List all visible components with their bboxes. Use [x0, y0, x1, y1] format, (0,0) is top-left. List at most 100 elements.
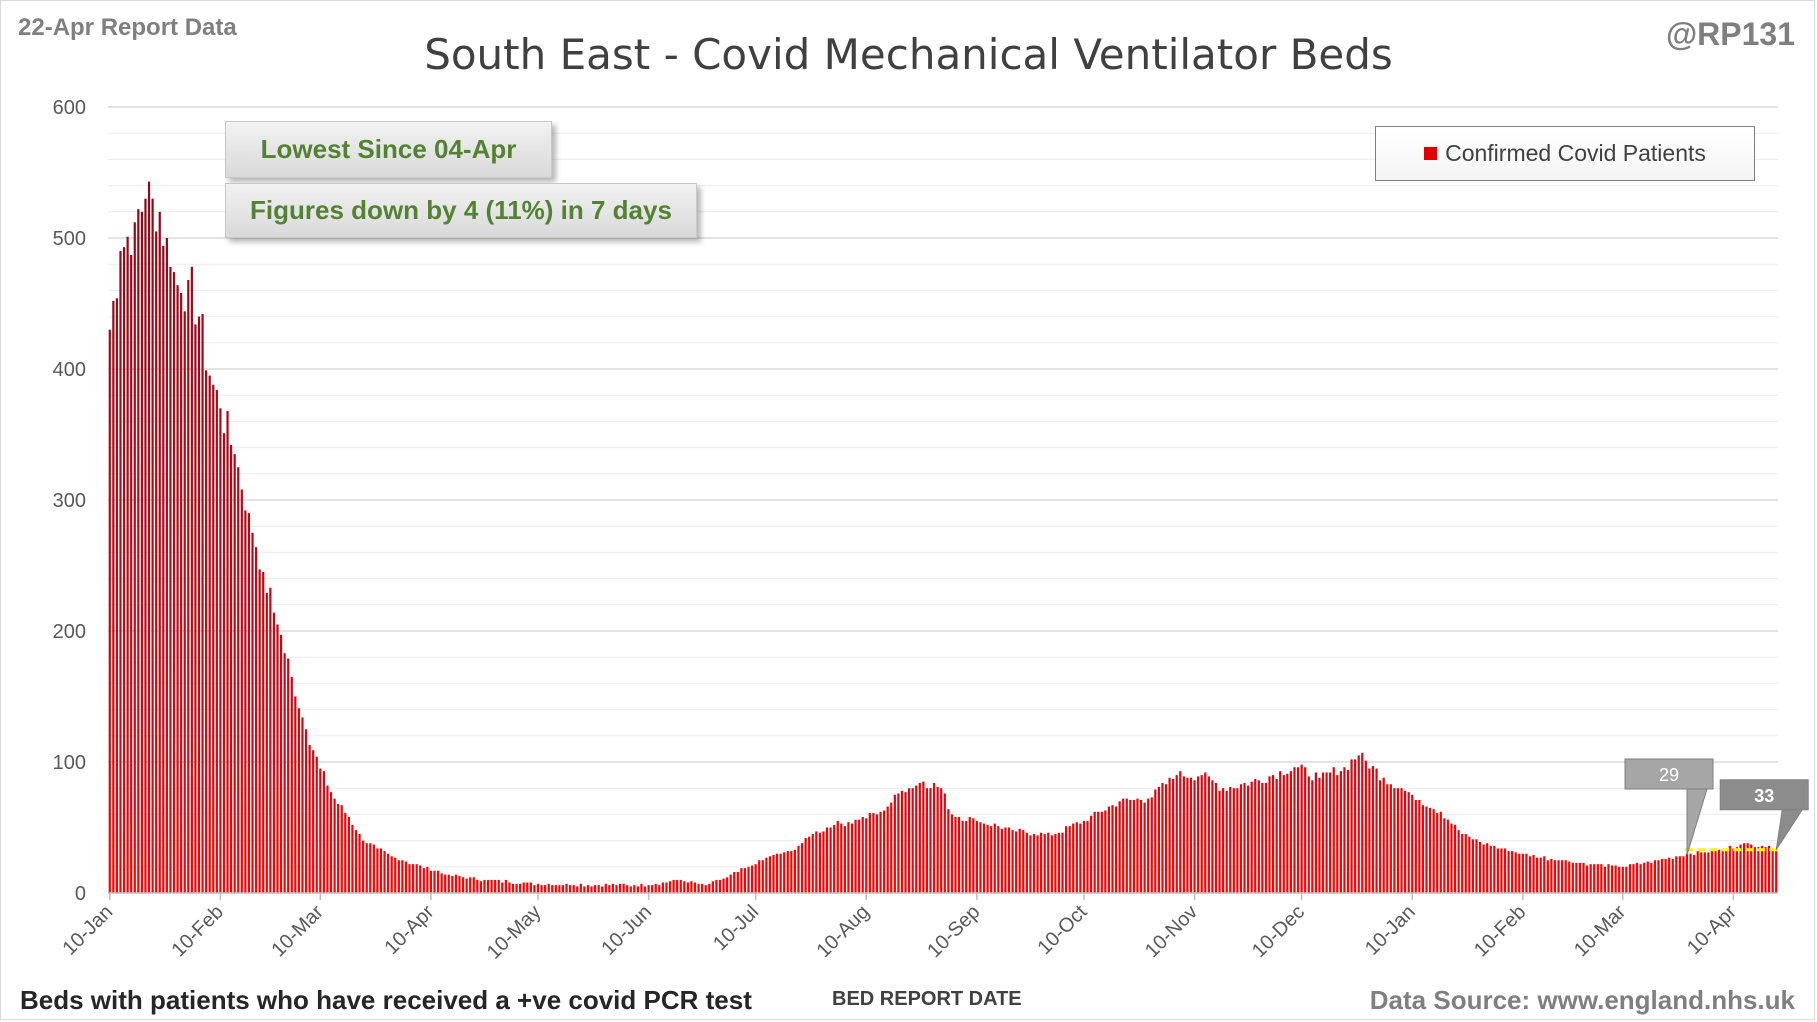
bar: [797, 845, 800, 893]
data-label: 29: [1624, 758, 1714, 856]
bar: [1428, 807, 1432, 893]
x-tick-label: 10-Apr: [1683, 901, 1741, 959]
bar: [1464, 834, 1467, 893]
bar: [907, 788, 911, 893]
bar: [144, 198, 147, 893]
bar: [458, 875, 461, 893]
bar: [1086, 820, 1089, 893]
bar: [1603, 866, 1607, 893]
bar: [708, 883, 711, 893]
bar: [526, 882, 529, 893]
bar: [411, 864, 415, 893]
bar: [1525, 853, 1528, 893]
bar: [629, 886, 632, 893]
bar: [979, 822, 982, 893]
bar: [315, 756, 318, 893]
legend: Confirmed Covid Patients: [1375, 126, 1755, 181]
bar: [219, 408, 222, 893]
bar: [1746, 843, 1749, 893]
bar: [957, 817, 961, 893]
x-tick-label: 10-Feb: [168, 901, 228, 961]
y-tick-label: 0: [75, 883, 86, 905]
y-tick-label: 100: [53, 752, 86, 774]
bar: [126, 236, 129, 893]
bar: [1222, 788, 1225, 893]
bar: [765, 857, 768, 893]
bar: [693, 882, 697, 893]
bar: [147, 181, 151, 894]
bar: [733, 872, 736, 893]
bar: [1118, 801, 1121, 893]
bar: [230, 444, 233, 893]
bar: [1439, 811, 1442, 893]
bar: [1325, 772, 1328, 893]
bar: [868, 813, 871, 893]
bar: [262, 572, 265, 893]
bar: [1468, 836, 1471, 893]
bar: [1750, 844, 1753, 893]
bar: [622, 883, 625, 893]
bar: [1682, 856, 1685, 893]
bar: [697, 883, 700, 893]
bar: [1436, 813, 1439, 893]
bar: [972, 818, 975, 893]
bar: [190, 266, 193, 893]
bar: [1714, 851, 1717, 893]
bar: [1389, 784, 1392, 893]
x-tick-label: 10-Jun: [597, 901, 656, 960]
bar: [1710, 849, 1714, 893]
bar: [133, 222, 136, 893]
bar: [1482, 844, 1485, 893]
bar: [347, 817, 350, 893]
bar: [1000, 828, 1003, 893]
bar: [1261, 782, 1264, 893]
bar: [444, 874, 447, 893]
bar: [326, 785, 329, 893]
bar: [451, 875, 454, 893]
bar: [504, 879, 507, 893]
bar: [1011, 830, 1014, 893]
bar: [668, 881, 672, 893]
bar: [618, 883, 622, 893]
bar: [1496, 848, 1499, 893]
bar: [1660, 858, 1664, 893]
bar: [993, 823, 996, 893]
bar: [1375, 768, 1378, 893]
bar: [529, 882, 532, 893]
bar: [768, 856, 772, 893]
x-tick-label: 10-Feb: [1470, 901, 1530, 961]
bar: [1546, 860, 1549, 893]
bar: [918, 782, 921, 893]
bar: [1182, 776, 1185, 893]
legend-swatch: [1424, 147, 1438, 160]
bar: [329, 792, 333, 893]
bar: [158, 211, 161, 894]
bar: [743, 868, 747, 893]
bar: [1236, 788, 1239, 893]
bar: [729, 874, 732, 893]
x-tick-label: 10-Aug: [813, 901, 874, 962]
bar: [1635, 862, 1639, 893]
bar: [440, 873, 443, 893]
bar: [597, 885, 600, 893]
bar: [1097, 811, 1100, 893]
data-label-pointer: [1775, 809, 1804, 851]
bar: [1107, 806, 1111, 893]
bar: [858, 819, 861, 893]
bar: [1307, 776, 1310, 893]
bar: [108, 329, 111, 893]
bar: [679, 879, 682, 893]
bar: [508, 882, 511, 893]
bar: [815, 831, 818, 893]
bar: [511, 883, 515, 893]
bar: [904, 792, 907, 893]
bar: [1718, 849, 1721, 893]
bar: [183, 311, 186, 893]
bar: [1296, 767, 1300, 893]
bar: [1600, 864, 1603, 893]
bar: [1132, 799, 1136, 893]
bar: [533, 885, 536, 893]
bar: [1475, 839, 1478, 893]
bar: [187, 279, 190, 893]
bar: [1489, 845, 1492, 893]
